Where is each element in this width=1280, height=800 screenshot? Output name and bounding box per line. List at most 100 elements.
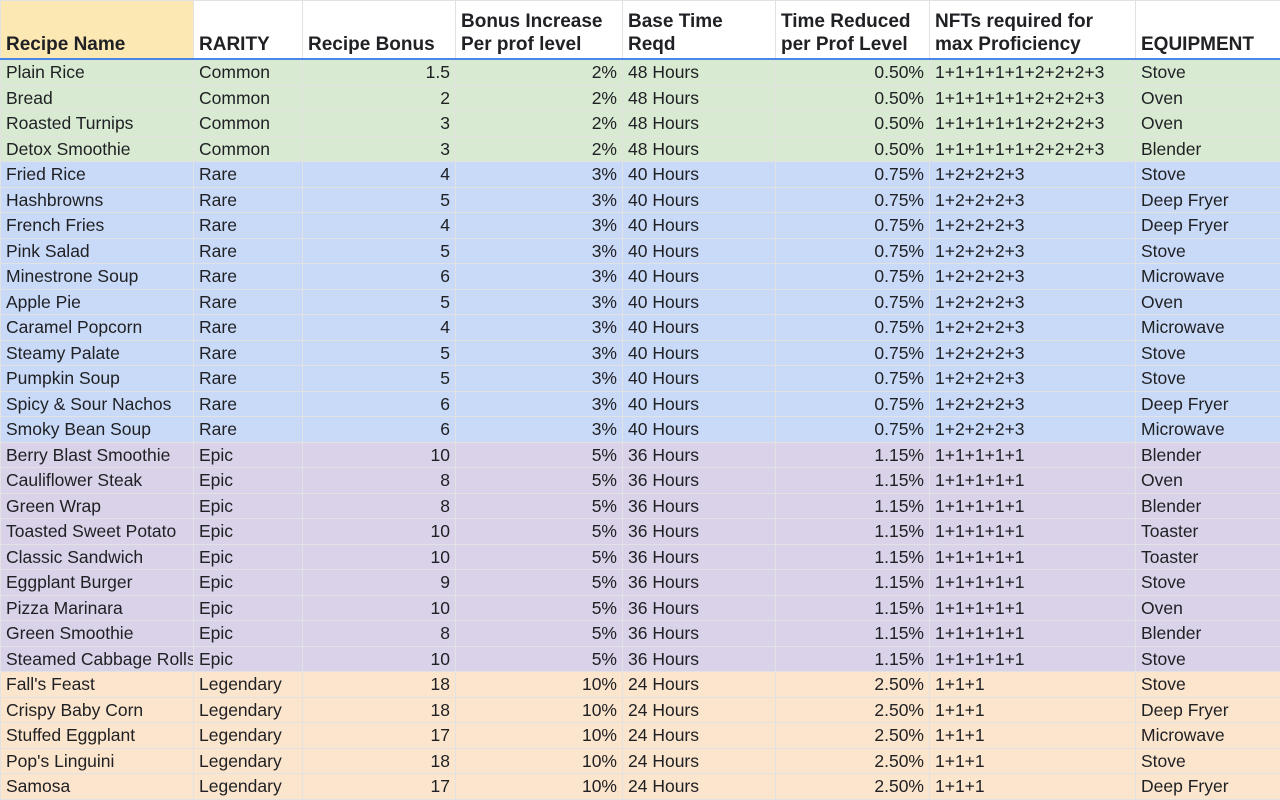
cell-bonus-increase[interactable]: 2% [456,136,623,162]
cell-recipe-name[interactable]: Caramel Popcorn [1,315,194,341]
cell-recipe-name[interactable]: Stuffed Eggplant [1,723,194,749]
cell-recipe-bonus[interactable]: 6 [303,264,456,290]
cell-rarity[interactable]: Common [194,85,303,111]
cell-bonus-increase[interactable]: 2% [456,59,623,85]
cell-recipe-name[interactable]: Plain Rice [1,59,194,85]
cell-rarity[interactable]: Rare [194,315,303,341]
cell-base-time[interactable]: 36 Hours [623,544,776,570]
cell-base-time[interactable]: 40 Hours [623,264,776,290]
cell-recipe-name[interactable]: Green Smoothie [1,621,194,647]
cell-bonus-increase[interactable]: 5% [456,595,623,621]
cell-rarity[interactable]: Common [194,111,303,137]
cell-time-reduced[interactable]: 0.75% [776,187,930,213]
cell-recipe-bonus[interactable]: 4 [303,315,456,341]
cell-recipe-name[interactable]: Samosa [1,774,194,800]
cell-equipment[interactable]: Deep Fryer [1136,697,1280,723]
cell-nfts-required[interactable]: 1+2+2+2+3 [930,213,1136,239]
cell-base-time[interactable]: 36 Hours [623,621,776,647]
cell-base-time[interactable]: 36 Hours [623,595,776,621]
cell-bonus-increase[interactable]: 5% [456,570,623,596]
cell-recipe-bonus[interactable]: 3 [303,111,456,137]
cell-recipe-name[interactable]: Eggplant Burger [1,570,194,596]
cell-time-reduced[interactable]: 0.75% [776,238,930,264]
cell-recipe-bonus[interactable]: 5 [303,366,456,392]
cell-base-time[interactable]: 40 Hours [623,315,776,341]
cell-recipe-name[interactable]: Steamed Cabbage Rolls [1,646,194,672]
cell-rarity[interactable]: Common [194,136,303,162]
cell-rarity[interactable]: Legendary [194,723,303,749]
cell-base-time[interactable]: 24 Hours [623,723,776,749]
cell-rarity[interactable]: Epic [194,544,303,570]
cell-rarity[interactable]: Rare [194,213,303,239]
cell-recipe-name[interactable]: Steamy Palate [1,340,194,366]
cell-equipment[interactable]: Oven [1136,85,1280,111]
cell-time-reduced[interactable]: 0.50% [776,59,930,85]
cell-nfts-required[interactable]: 1+1+1+1+1 [930,468,1136,494]
cell-equipment[interactable]: Oven [1136,468,1280,494]
cell-recipe-bonus[interactable]: 2 [303,85,456,111]
cell-base-time[interactable]: 40 Hours [623,187,776,213]
header-recipe-name[interactable]: Recipe Name [1,1,194,60]
cell-recipe-bonus[interactable]: 10 [303,595,456,621]
cell-equipment[interactable]: Microwave [1136,264,1280,290]
cell-time-reduced[interactable]: 0.75% [776,162,930,188]
cell-recipe-name[interactable]: Detox Smoothie [1,136,194,162]
cell-base-time[interactable]: 36 Hours [623,646,776,672]
cell-recipe-name[interactable]: Fall's Feast [1,672,194,698]
cell-equipment[interactable]: Microwave [1136,315,1280,341]
cell-recipe-bonus[interactable]: 3 [303,136,456,162]
cell-nfts-required[interactable]: 1+1+1+1+1 [930,595,1136,621]
cell-rarity[interactable]: Common [194,59,303,85]
cell-equipment[interactable]: Microwave [1136,417,1280,443]
cell-recipe-name[interactable]: Classic Sandwich [1,544,194,570]
cell-recipe-bonus[interactable]: 5 [303,289,456,315]
cell-bonus-increase[interactable]: 10% [456,672,623,698]
cell-base-time[interactable]: 48 Hours [623,136,776,162]
cell-equipment[interactable]: Deep Fryer [1136,391,1280,417]
cell-rarity[interactable]: Rare [194,417,303,443]
cell-base-time[interactable]: 36 Hours [623,493,776,519]
cell-bonus-increase[interactable]: 2% [456,85,623,111]
cell-time-reduced[interactable]: 1.15% [776,519,930,545]
cell-time-reduced[interactable]: 1.15% [776,570,930,596]
cell-recipe-bonus[interactable]: 8 [303,493,456,519]
cell-time-reduced[interactable]: 1.15% [776,544,930,570]
cell-rarity[interactable]: Rare [194,162,303,188]
cell-bonus-increase[interactable]: 2% [456,111,623,137]
cell-bonus-increase[interactable]: 3% [456,213,623,239]
cell-nfts-required[interactable]: 1+1+1+1+1+2+2+2+3 [930,111,1136,137]
cell-time-reduced[interactable]: 0.75% [776,289,930,315]
cell-nfts-required[interactable]: 1+2+2+2+3 [930,366,1136,392]
cell-nfts-required[interactable]: 1+1+1+1+1 [930,621,1136,647]
cell-bonus-increase[interactable]: 5% [456,493,623,519]
cell-recipe-bonus[interactable]: 18 [303,697,456,723]
cell-time-reduced[interactable]: 1.15% [776,493,930,519]
cell-bonus-increase[interactable]: 3% [456,238,623,264]
cell-nfts-required[interactable]: 1+2+2+2+3 [930,315,1136,341]
cell-nfts-required[interactable]: 1+2+2+2+3 [930,264,1136,290]
cell-time-reduced[interactable]: 0.75% [776,213,930,239]
cell-base-time[interactable]: 40 Hours [623,417,776,443]
cell-bonus-increase[interactable]: 5% [456,519,623,545]
cell-time-reduced[interactable]: 0.75% [776,366,930,392]
cell-base-time[interactable]: 36 Hours [623,519,776,545]
cell-bonus-increase[interactable]: 10% [456,723,623,749]
cell-bonus-increase[interactable]: 3% [456,366,623,392]
header-nfts-required[interactable]: NFTs required for max Proficiency [930,1,1136,60]
cell-equipment[interactable]: Deep Fryer [1136,187,1280,213]
cell-bonus-increase[interactable]: 3% [456,340,623,366]
cell-equipment[interactable]: Blender [1136,136,1280,162]
cell-bonus-increase[interactable]: 5% [456,544,623,570]
cell-bonus-increase[interactable]: 3% [456,162,623,188]
cell-time-reduced[interactable]: 2.50% [776,748,930,774]
cell-recipe-bonus[interactable]: 6 [303,391,456,417]
cell-recipe-name[interactable]: Berry Blast Smoothie [1,442,194,468]
cell-time-reduced[interactable]: 0.75% [776,264,930,290]
cell-recipe-name[interactable]: Pumpkin Soup [1,366,194,392]
cell-rarity[interactable]: Rare [194,187,303,213]
cell-recipe-name[interactable]: Cauliflower Steak [1,468,194,494]
header-bonus-increase[interactable]: Bonus Increase Per prof level [456,1,623,60]
cell-nfts-required[interactable]: 1+1+1+1+1 [930,570,1136,596]
cell-rarity[interactable]: Epic [194,519,303,545]
cell-nfts-required[interactable]: 1+2+2+2+3 [930,417,1136,443]
